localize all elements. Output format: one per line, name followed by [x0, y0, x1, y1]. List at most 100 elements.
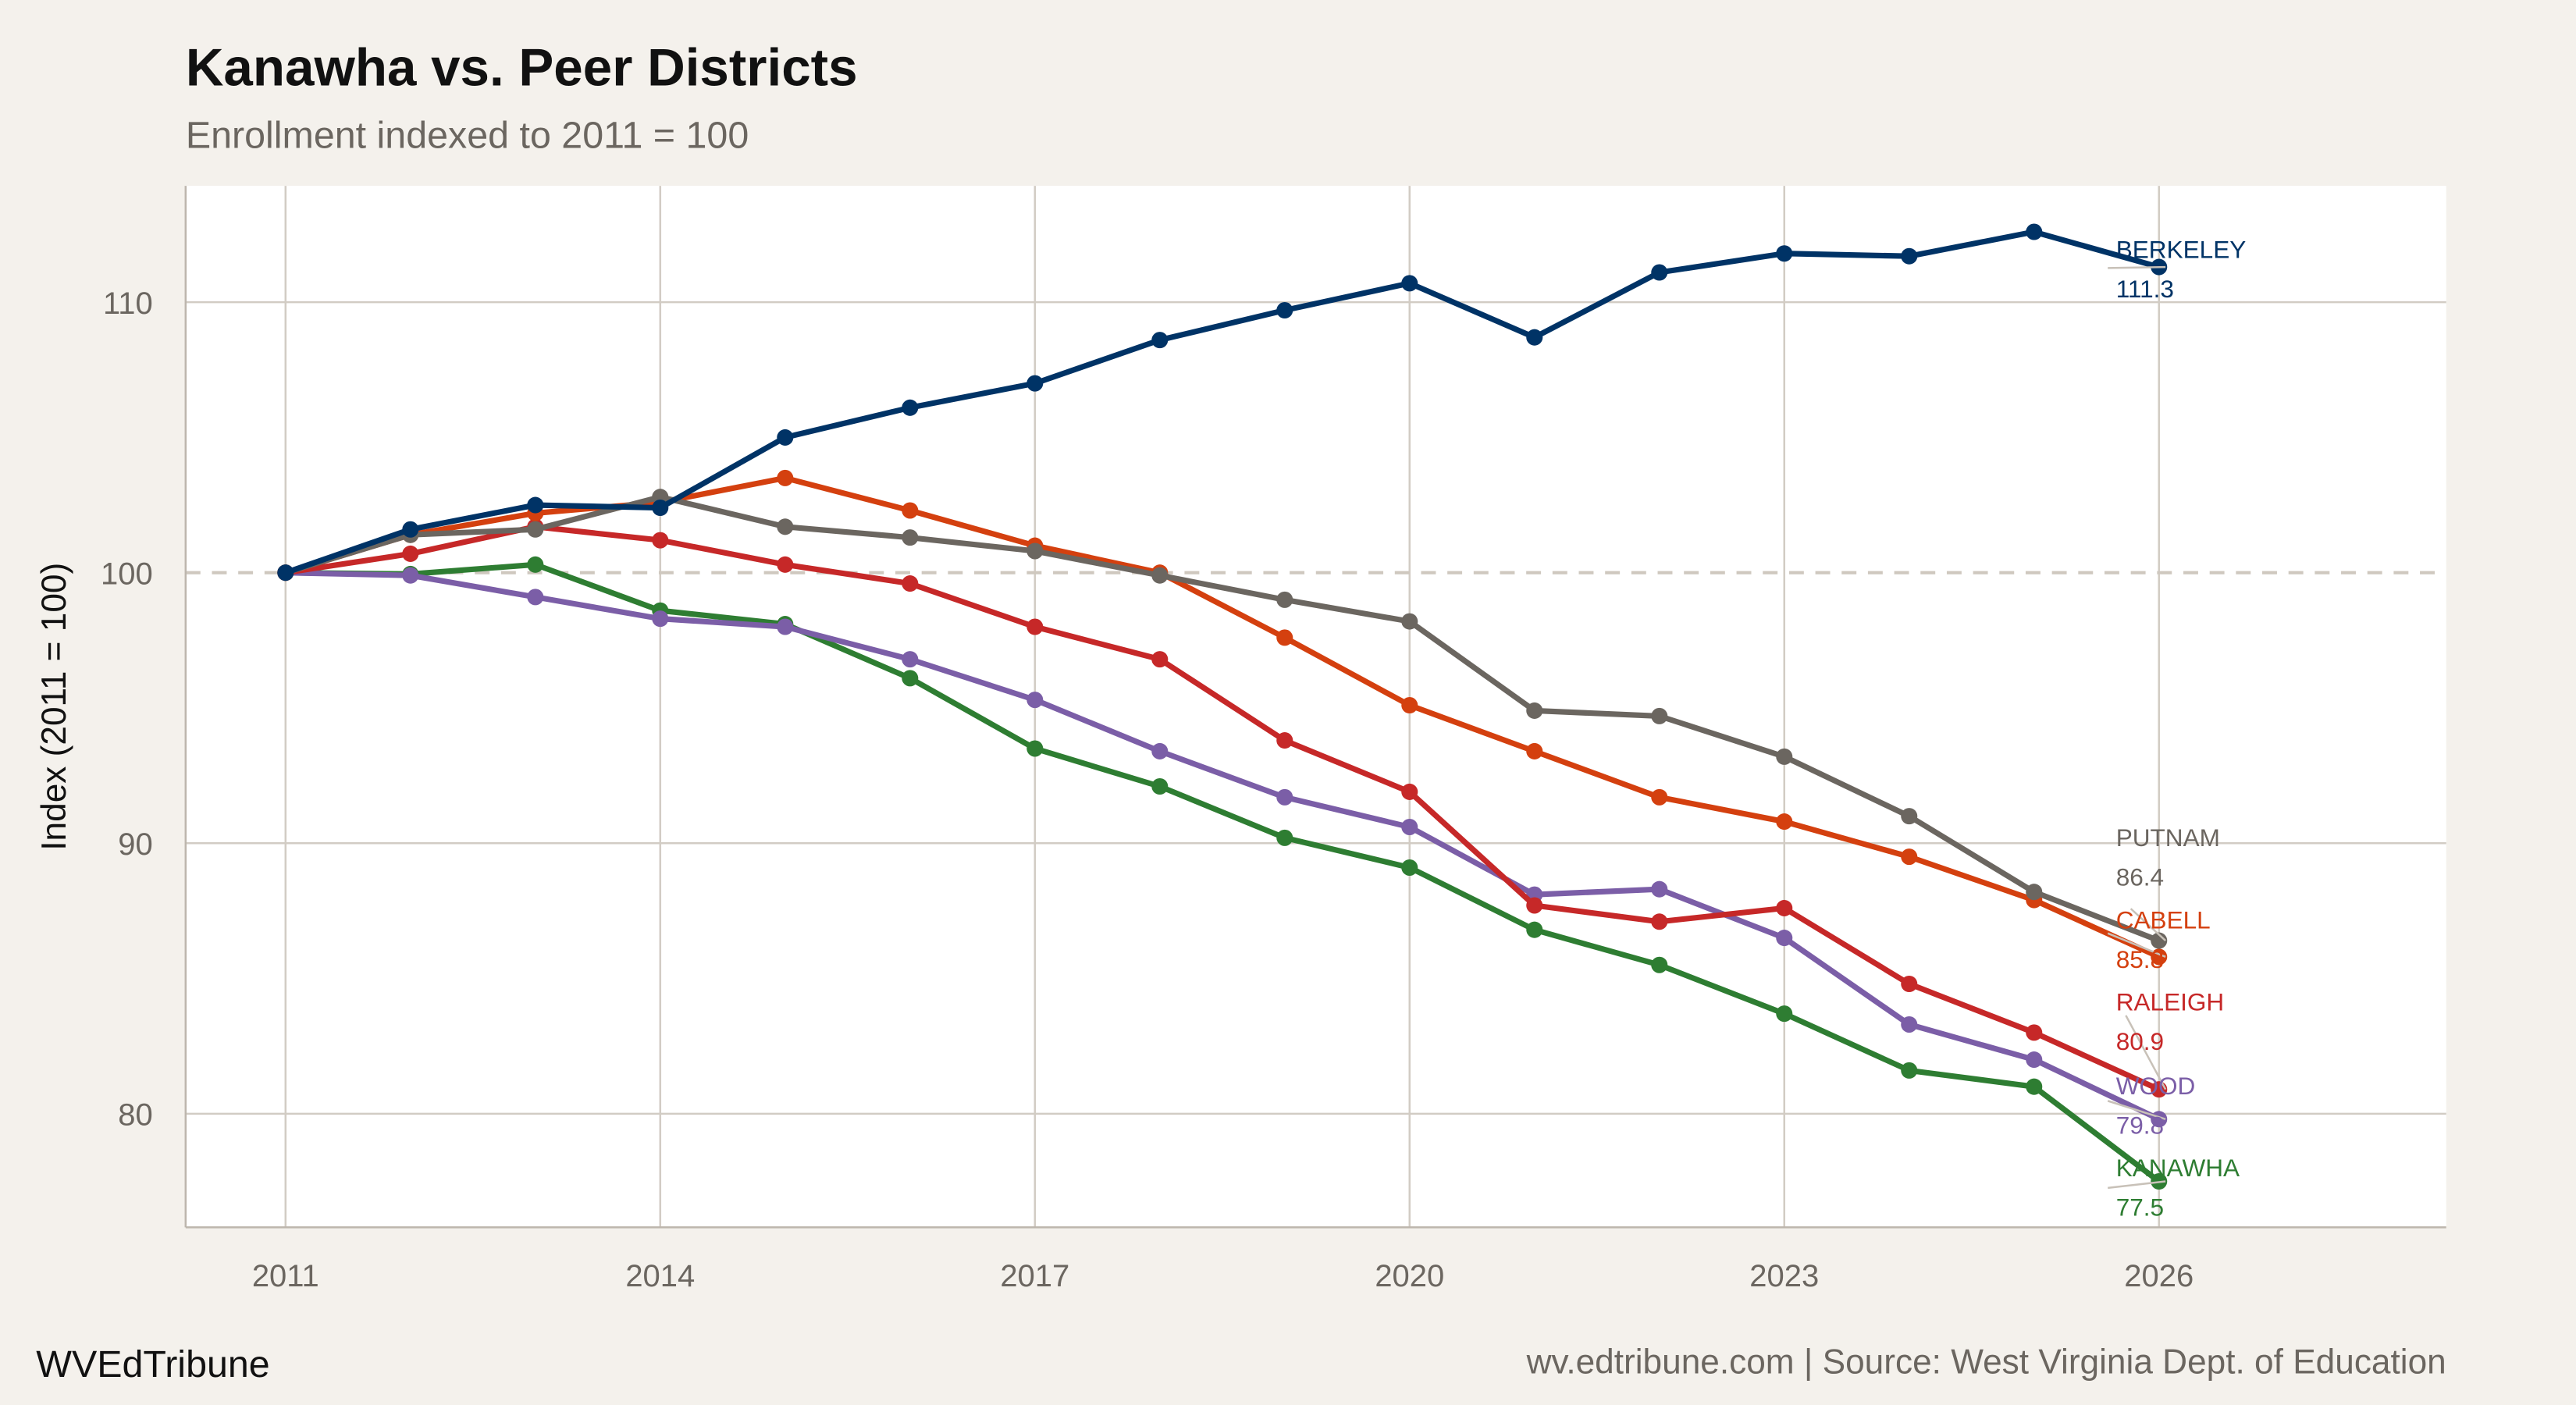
y-tick-labels: 80 90 100 110 [101, 286, 153, 1133]
y-tick-label: 100 [101, 557, 153, 591]
series-label-value: 86.4 [2116, 863, 2164, 891]
data-point [1651, 264, 1668, 281]
series-label-name: PUTNAM [2116, 823, 2220, 852]
leader-line [2107, 1100, 2166, 1120]
data-point [1901, 1062, 1918, 1079]
data-point [1526, 921, 1543, 938]
leader-line [2129, 908, 2167, 941]
series-label-name: WOOD [2116, 1072, 2196, 1100]
x-tick-label: 2014 [625, 1259, 695, 1293]
series-label-value: 80.9 [2116, 1027, 2164, 1055]
data-point [1151, 777, 1169, 795]
axes [184, 186, 2446, 1229]
data-point [1776, 245, 1793, 262]
series-label-value: 111.3 [2116, 275, 2174, 303]
data-point [1026, 740, 1044, 757]
end-labels: BERKELEY 111.3 PUTNAM 86.4 CABELL 85.8 RALEIGH… [2107, 236, 2247, 1222]
data-point [527, 521, 544, 538]
series-label-name: KANAWHA [2116, 1154, 2240, 1182]
series-label-value: 79.8 [2116, 1111, 2164, 1139]
y-tick-label: 110 [103, 286, 153, 321]
data-point [2026, 1051, 2043, 1069]
data-point [1276, 302, 1293, 319]
x-tick-label: 2026 [2124, 1259, 2194, 1293]
line-berkeley [284, 229, 2160, 576]
data-point [1651, 956, 1668, 973]
data-point [902, 502, 919, 519]
data-point [1901, 1016, 1918, 1033]
data-point [527, 556, 544, 573]
data-point [1401, 275, 1418, 292]
data-point [402, 545, 419, 562]
data-point [277, 564, 294, 582]
data-point [1401, 859, 1418, 876]
data-point [1151, 742, 1169, 759]
data-point [1151, 332, 1169, 349]
y-axis-label: Index (2011 = 100) [35, 563, 73, 851]
series-group [277, 223, 2168, 1190]
data-point [1651, 707, 1668, 724]
data-point [1651, 788, 1668, 806]
data-point [1526, 702, 1543, 719]
series-label-value: 85.8 [2116, 945, 2164, 973]
line-raleigh [285, 524, 2161, 1092]
x-tick-labels: 2011 2014 2017 2020 2023 2026 [252, 1259, 2194, 1293]
data-point [2026, 1078, 2043, 1095]
data-point [652, 532, 669, 549]
data-point [652, 500, 669, 517]
data-point [1151, 567, 1169, 584]
data-point [1401, 783, 1418, 800]
data-point [1276, 591, 1293, 608]
data-point [1776, 813, 1793, 831]
x-tick-label: 2020 [1375, 1259, 1444, 1293]
series-label-value: 77.5 [2116, 1193, 2164, 1222]
chart-title: Kanawha vs. Peer Districts [186, 39, 858, 98]
data-point [902, 651, 919, 668]
data-point [1401, 613, 1418, 630]
data-point [652, 610, 669, 628]
data-point [527, 589, 544, 606]
data-point [2026, 884, 2043, 901]
data-point [777, 429, 794, 446]
series-berkeley [277, 223, 2168, 582]
data-point [1901, 808, 1918, 825]
leader-line [2108, 1180, 2166, 1190]
data-point [1901, 975, 1918, 993]
x-tick-label: 2017 [1000, 1259, 1069, 1293]
data-point [1276, 629, 1293, 646]
data-point [1901, 247, 1918, 265]
chart-subtitle: Enrollment indexed to 2011 = 100 [186, 115, 749, 157]
source-credit: wv.edtribune.com | Source: West Virginia… [1526, 1343, 2446, 1382]
data-point [777, 556, 794, 573]
data-point [2151, 932, 2168, 949]
data-point [1526, 742, 1543, 759]
data-point [777, 518, 794, 535]
series-label-name: BERKELEY [2116, 236, 2247, 264]
data-point [2026, 223, 2043, 240]
data-point [1151, 651, 1169, 668]
data-point [1901, 848, 1918, 866]
data-point [1026, 375, 1044, 392]
data-point [1026, 542, 1044, 560]
data-point [1776, 899, 1793, 916]
leader-line [2125, 1015, 2167, 1090]
data-point [1276, 788, 1293, 806]
data-point [1276, 732, 1293, 749]
y-tick-label: 80 [118, 1098, 152, 1133]
data-point [1776, 1005, 1793, 1023]
data-point [1526, 329, 1543, 346]
x-tick-label: 2023 [1749, 1259, 1819, 1293]
x-tick-label: 2011 [252, 1259, 319, 1293]
brand-name: WVEdTribune [36, 1343, 269, 1385]
data-point [902, 399, 919, 416]
data-point [402, 567, 419, 584]
plot-panel [185, 186, 2446, 1228]
series-label-name: RALEIGH [2116, 988, 2225, 1016]
line-kanawha [285, 561, 2161, 1184]
y-tick-label: 90 [118, 827, 152, 862]
data-point [902, 529, 919, 546]
data-point [1776, 930, 1793, 947]
data-point [902, 670, 919, 687]
data-point [1651, 913, 1668, 930]
